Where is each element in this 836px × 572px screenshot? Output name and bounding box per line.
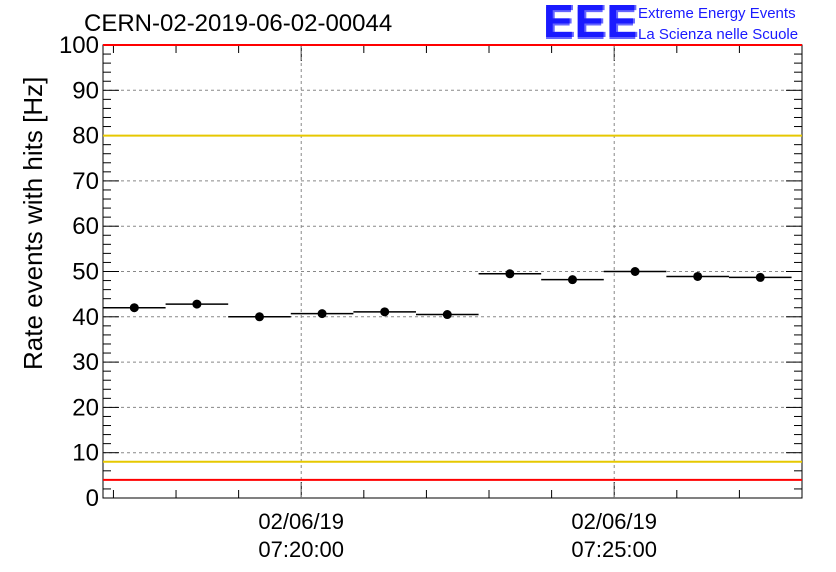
data-point xyxy=(254,312,264,322)
x-tick-date: 02/06/19 xyxy=(571,509,658,534)
eee-logo-mark: EEE xyxy=(543,0,639,47)
data-point xyxy=(630,267,640,276)
y-tick-label: 10 xyxy=(72,440,99,467)
y-tick-label: 60 xyxy=(72,213,99,240)
data-point xyxy=(755,272,765,282)
x-tick-date: 02/06/19 xyxy=(258,509,345,534)
y-tick-label: 0 xyxy=(86,485,99,512)
data-point xyxy=(505,269,515,279)
y-tick-label: 90 xyxy=(72,77,99,104)
logo-line-2: La Scienza nelle Scuole xyxy=(638,26,799,43)
y-axis-label: Rate events with hits [Hz] xyxy=(18,76,48,370)
y-tick-label: 20 xyxy=(72,394,99,421)
y-tick-label: 30 xyxy=(72,349,99,376)
y-tick-label: 50 xyxy=(72,259,99,286)
data-point xyxy=(192,299,202,309)
x-tick-label: 02/06/19 07:25:00 xyxy=(544,508,684,564)
y-tick-label: 70 xyxy=(72,168,99,195)
data-point xyxy=(380,307,390,317)
x-tick-time: 07:25:00 xyxy=(571,537,658,562)
x-tick-time: 07:20:00 xyxy=(258,537,345,562)
y-tick-label: 40 xyxy=(72,304,99,331)
data-point xyxy=(317,309,327,319)
data-point xyxy=(442,310,452,320)
data-point xyxy=(129,303,139,313)
y-tick-label: 100 xyxy=(59,32,99,59)
chart-title: CERN-02-2019-06-02-00044 xyxy=(84,10,393,37)
data-point xyxy=(567,275,577,285)
x-tick-label: 02/06/19 07:20:00 xyxy=(231,508,371,564)
data-point xyxy=(693,271,703,281)
y-tick-label: 80 xyxy=(72,123,99,150)
logo-line-1: Extreme Energy Events xyxy=(638,5,796,22)
